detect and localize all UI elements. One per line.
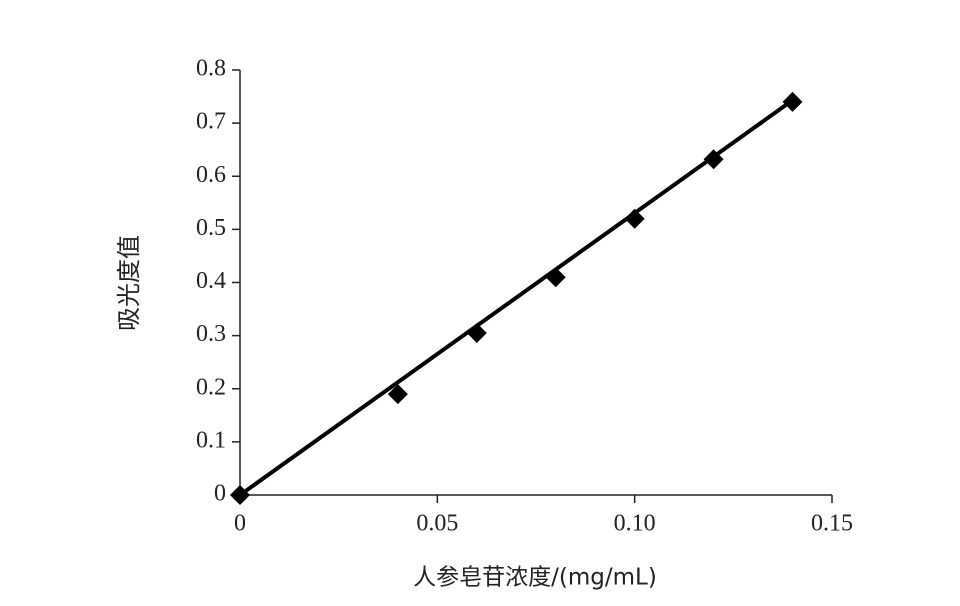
y-tick-label: 0.2	[196, 374, 226, 400]
data-point	[782, 91, 803, 112]
y-tick-label: 0.5	[196, 215, 226, 241]
data-point	[703, 149, 724, 170]
y-axis-label: 吸光度值	[115, 235, 143, 331]
data-point	[545, 267, 566, 288]
y-tick-label: 0.1	[196, 427, 226, 453]
x-tick-label: 0.15	[811, 511, 853, 537]
data-point	[466, 322, 487, 343]
y-tick-label: 0.4	[196, 268, 226, 294]
y-tick-label: 0.7	[196, 109, 226, 135]
y-tick-label: 0.6	[196, 162, 226, 188]
data-point	[387, 384, 408, 405]
y-tick-label: 0.3	[196, 321, 226, 347]
x-axis-label: 人参皂苷浓度/(mg/mL)	[413, 565, 657, 591]
data-point	[230, 485, 250, 505]
trendline	[238, 98, 794, 497]
x-tick-label: 0	[234, 511, 246, 537]
data-point	[624, 208, 645, 229]
x-tick-label: 0.05	[416, 511, 458, 537]
x-tick-label: 0.10	[614, 511, 656, 537]
y-tick-label: 0.8	[196, 56, 226, 82]
y-tick-label: 0	[214, 481, 226, 507]
